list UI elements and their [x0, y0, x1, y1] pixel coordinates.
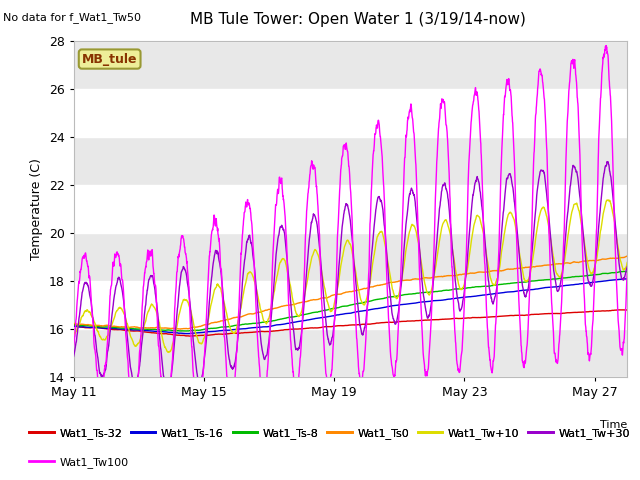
Bar [74, 233, 627, 281]
Y-axis label: Temperature (C): Temperature (C) [30, 158, 43, 260]
Text: MB_tule: MB_tule [82, 53, 138, 66]
Bar [74, 329, 627, 377]
Text: No data for f_Wat1_Tw50: No data for f_Wat1_Tw50 [3, 12, 141, 23]
Legend: Wat1_Tw100: Wat1_Tw100 [25, 452, 132, 472]
Text: MB Tule Tower: Open Water 1 (3/19/14-now): MB Tule Tower: Open Water 1 (3/19/14-now… [191, 12, 526, 27]
Legend: Wat1_Ts-32, Wat1_Ts-16, Wat1_Ts-8, Wat1_Ts0, Wat1_Tw+10, Wat1_Tw+30: Wat1_Ts-32, Wat1_Ts-16, Wat1_Ts-8, Wat1_… [25, 423, 634, 443]
Bar [74, 41, 627, 89]
Bar [74, 137, 627, 185]
Text: Time: Time [600, 420, 627, 431]
